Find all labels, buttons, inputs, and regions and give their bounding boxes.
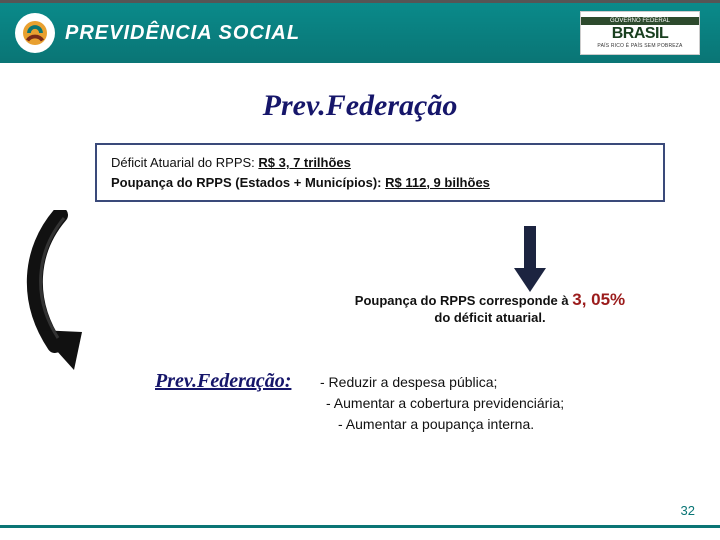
info-line1-prefix: Déficit Atuarial do RPPS: — [111, 155, 258, 170]
info-line-2: Poupança do RPPS (Estados + Municípios):… — [111, 173, 649, 193]
page-number: 32 — [681, 503, 695, 518]
bottom-divider — [0, 525, 720, 528]
arrow-down-icon — [510, 226, 550, 296]
brasil-logo: GOVERNO FEDERAL BRASIL PAÍS RICO É PAÍS … — [580, 11, 700, 55]
header-logo-area: PREVIDÊNCIA SOCIAL — [0, 13, 300, 53]
bullet-1: - Reduzir a despesa pública; — [320, 372, 564, 393]
bullet-2: - Aumentar a cobertura previdenciária; — [326, 393, 564, 414]
info-line-1: Déficit Atuarial do RPPS: R$ 3, 7 trilhõ… — [111, 153, 649, 173]
brasil-logo-top: GOVERNO FEDERAL — [581, 17, 699, 25]
prevfed-label-row: Prev.Federação: — [155, 370, 291, 393]
brasil-logo-main: BRASIL — [612, 25, 669, 43]
brasil-logo-bottom: PAÍS RICO É PAÍS SEM POBREZA — [597, 43, 682, 49]
mid-pct: 3, 05% — [572, 290, 625, 309]
info-line1-value: R$ 3, 7 trilhões — [258, 155, 350, 170]
bullets: - Reduzir a despesa pública; - Aumentar … — [320, 372, 564, 435]
mid-suffix: do déficit atuarial. — [434, 310, 545, 325]
info-box: Déficit Atuarial do RPPS: R$ 3, 7 trilhõ… — [95, 143, 665, 202]
bullet-3: - Aumentar a poupança interna. — [338, 414, 564, 435]
curved-arrow-icon — [20, 210, 140, 385]
info-line2-prefix: Poupança do RPPS (Estados + Municípios): — [111, 175, 385, 190]
slide-title: Prev.Federação — [0, 89, 720, 123]
info-line2-value: R$ 112, 9 bilhões — [385, 175, 490, 190]
header-bar: PREVIDÊNCIA SOCIAL GOVERNO FEDERAL BRASI… — [0, 3, 720, 63]
mid-prefix: Poupança do RPPS corresponde à — [355, 293, 572, 308]
prevfed-label: Prev.Federação: — [155, 370, 291, 392]
prev-logo-icon — [15, 13, 55, 53]
mid-text: Poupança do RPPS corresponde à 3, 05% do… — [280, 290, 700, 325]
header-gap — [0, 63, 720, 71]
header-title: PREVIDÊNCIA SOCIAL — [65, 22, 300, 45]
